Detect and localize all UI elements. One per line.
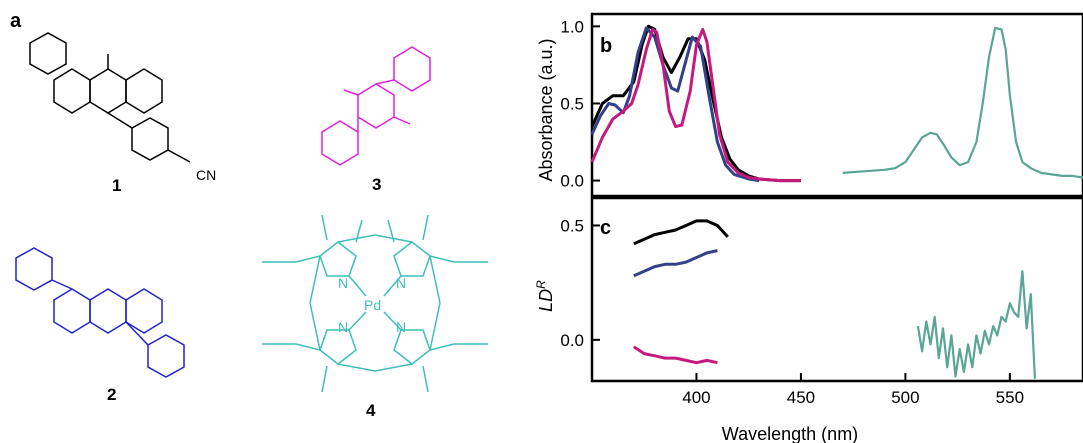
- compound-label-2: 2: [107, 385, 116, 404]
- panel-b-y-tick-label: 0.0: [560, 172, 584, 191]
- molecule-4-n-label-3: N: [338, 319, 348, 335]
- panel-label-a: a: [10, 10, 22, 32]
- panel-c-series-black-line: [633, 219, 729, 246]
- x-axis-title: Wavelength (nm): [722, 424, 858, 443]
- panel-b-series-magenta-line: [590, 27, 801, 183]
- molecule-4-n-label-1: N: [338, 275, 348, 291]
- x-tick-label: 550: [996, 388, 1024, 407]
- compound-label-1: 1: [112, 176, 121, 195]
- molecule-3-structure: [321, 46, 431, 166]
- panel-label-c: c: [600, 217, 611, 239]
- panel-c-frame: [590, 196, 1083, 383]
- molecule-4-structure: [262, 214, 488, 393]
- panel-c-series-navy-line: [633, 249, 718, 278]
- molecule-2-structure: [15, 247, 185, 378]
- x-tick-label: 450: [787, 388, 815, 407]
- panel-b-series-black-line: [590, 24, 801, 183]
- panel-b-series: [590, 24, 1083, 183]
- panel-b-series-teal-line: [842, 26, 1083, 179]
- x-axis-ticks: 400 450 500 550: [682, 373, 1024, 407]
- panel-c-series-teal-line: [916, 270, 1036, 379]
- panel-c-y-tick-label: 0.0: [560, 331, 584, 350]
- panel-label-b: b: [600, 35, 612, 57]
- panel-c-series: [632, 219, 1036, 379]
- molecule-1-structure: [29, 32, 191, 163]
- compound-label-4: 4: [366, 401, 376, 420]
- panel-b-y-ticks: 0.0 0.5 1.0: [560, 17, 600, 191]
- molecule-4-pd-label: Pd: [364, 297, 381, 313]
- panel-c-y-tick-label: 0.5: [560, 216, 584, 235]
- panel-b-y-tick-label: 1.0: [560, 17, 584, 36]
- compound-label-3: 3: [372, 175, 381, 194]
- panel-c-y-ticks: 0.0 0.5: [560, 216, 600, 350]
- panel-c-y-axis-title: LDR: [534, 280, 556, 312]
- panel-b-y-axis-title: Absorbance (a.u.): [536, 38, 556, 181]
- panel-c-series-magenta-line: [632, 345, 718, 365]
- molecule-4-n-label-2: N: [396, 275, 406, 291]
- panel-c-y-axis-title-sup: R: [534, 280, 548, 289]
- panel-b-frame: [590, 12, 1083, 198]
- molecule-4-n-label-4: N: [396, 319, 406, 335]
- panel-b-y-tick-label: 0.5: [560, 94, 584, 113]
- molecule-1-cn-label: CN: [196, 167, 216, 183]
- x-tick-label: 500: [891, 388, 919, 407]
- panel-b-series-navy-line: [590, 26, 760, 183]
- panel-c-y-axis-title-main: LD: [536, 289, 556, 312]
- x-tick-label: 400: [682, 388, 710, 407]
